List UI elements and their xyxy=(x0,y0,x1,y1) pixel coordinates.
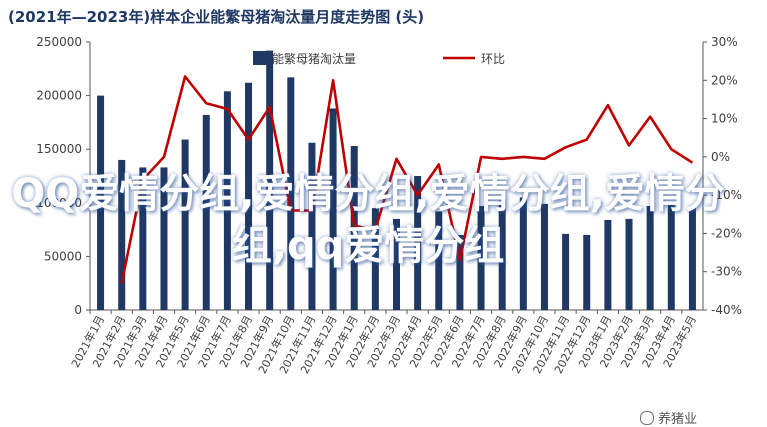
bar-5 xyxy=(181,139,189,310)
left-axis-tick-label: 50000 xyxy=(44,249,82,263)
bar-22 xyxy=(540,203,548,310)
legend-line-label: 环比 xyxy=(481,52,505,66)
bar-19 xyxy=(477,206,485,310)
left-axis-tick-label: 150000 xyxy=(36,142,82,156)
bar-18 xyxy=(456,234,464,310)
right-axis-tick-label: 20% xyxy=(711,73,738,87)
bar-14 xyxy=(371,208,379,310)
left-axis-tick-label: 100000 xyxy=(36,196,82,210)
bar-27 xyxy=(646,206,654,310)
bar-28 xyxy=(667,204,675,310)
bar-6 xyxy=(202,114,210,311)
right-axis-tick-label: 10% xyxy=(711,112,738,126)
bar-21 xyxy=(519,197,527,310)
right-axis-tick-label: -20% xyxy=(711,226,742,240)
mom-change-line xyxy=(120,75,694,284)
right-axis-tick-label: -10% xyxy=(711,188,742,202)
left-axis-tick-label: 250000 xyxy=(36,35,82,49)
right-axis-tick-label: 0% xyxy=(711,150,730,164)
bar-15 xyxy=(393,218,400,310)
bar-13 xyxy=(350,145,358,310)
bar-3 xyxy=(139,167,147,310)
right-axis-tick-label: 30% xyxy=(711,35,738,49)
bar-12 xyxy=(329,108,337,311)
bar-1 xyxy=(97,95,105,310)
bar-11 xyxy=(308,142,316,310)
bar-25 xyxy=(604,219,612,310)
wechat-icon xyxy=(640,411,654,425)
bar-17 xyxy=(435,211,443,310)
bar-26 xyxy=(625,218,633,310)
legend-bar-label: 能繁母猪淘汰量 xyxy=(272,51,356,66)
watermark: 养猪业 xyxy=(640,408,697,427)
bar-4 xyxy=(160,167,168,310)
bar-20 xyxy=(498,200,506,310)
left-axis-tick-label: 0 xyxy=(74,303,82,317)
bar-24 xyxy=(583,234,591,310)
bar-2 xyxy=(118,159,126,310)
bar-10 xyxy=(287,77,295,310)
chart-title: (2021年—2023年)样本企业能繁母猪淘汰量月度走势图 (头) xyxy=(8,8,425,26)
overlay-banner-text: QQ爱情分组,爱情分组,爱情分组,爱情分组,qq爱情分组 xyxy=(11,171,725,269)
legend-bar-swatch xyxy=(253,51,267,65)
right-axis-tick-label: -40% xyxy=(711,303,742,317)
bar-9 xyxy=(266,50,274,311)
watermark-text: 养猪业 xyxy=(658,412,698,427)
left-axis-tick-label: 200000 xyxy=(36,89,82,103)
bar-7 xyxy=(223,91,231,310)
bar-29 xyxy=(688,207,696,310)
right-axis-tick-label: -30% xyxy=(711,265,742,279)
bar-23 xyxy=(562,233,570,310)
bar-16 xyxy=(414,176,422,310)
bar-8 xyxy=(245,82,253,311)
